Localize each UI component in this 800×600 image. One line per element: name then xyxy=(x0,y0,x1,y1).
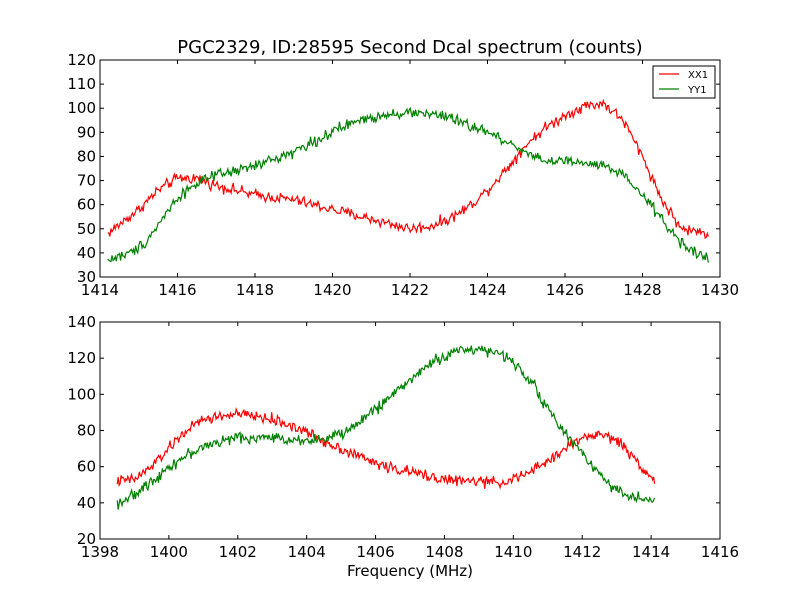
bottom-x-tick-label: 1416 xyxy=(701,543,739,561)
bottom-y-tick-label: 140 xyxy=(67,313,96,331)
top-x-tick-label: 1418 xyxy=(236,281,274,299)
bottom-x-tick-label: 1412 xyxy=(563,543,601,561)
bottom-x-tick-label: 1398 xyxy=(81,543,119,561)
top-y-tick-label: 120 xyxy=(67,51,96,69)
legend-label-yy1: YY1 xyxy=(687,85,707,96)
top-y-tick-label: 50 xyxy=(77,220,96,238)
bottom-y-tick-label: 20 xyxy=(77,530,96,548)
bottom-y-tick-label: 80 xyxy=(77,422,96,440)
top-y-tick-label: 110 xyxy=(67,75,96,93)
top-x-tick-label: 1430 xyxy=(701,281,739,299)
top-x-tick-label: 1422 xyxy=(391,281,429,299)
top-x-tick-label: 1416 xyxy=(158,281,196,299)
top-series-line-yy1 xyxy=(107,106,709,263)
bottom-x-tick-label: 1404 xyxy=(288,543,326,561)
top-y-tick-label: 60 xyxy=(77,196,96,214)
top-y-tick-label: 40 xyxy=(77,244,96,262)
chart-title: PGC2329, ID:28595 Second Dcal spectrum (… xyxy=(177,37,642,58)
bottom-x-tick-label: 1400 xyxy=(150,543,188,561)
bottom-x-tick-label: 1410 xyxy=(494,543,532,561)
top-y-tick-label: 80 xyxy=(77,147,96,165)
top-x-tick-label: 1428 xyxy=(623,281,661,299)
top-plot-panel: 1414 1416 1418 1420 1422 1424 1426 1428 1430 30 40… xyxy=(67,51,739,299)
top-y-tick-label: 100 xyxy=(67,99,96,117)
top-y-tick-label: 70 xyxy=(77,172,96,190)
bottom-series-line-yy1 xyxy=(116,345,656,510)
bottom-y-tick-label: 40 xyxy=(77,494,96,512)
top-x-tick-label: 1414 xyxy=(81,281,119,299)
bottom-plot-panel: 1398 1400 1402 1404 1406 1408 1410 1412 1414 1416… xyxy=(67,313,739,561)
bottom-y-tick-label: 120 xyxy=(67,349,96,367)
legend-label-xx1: XX1 xyxy=(688,70,708,81)
top-y-tick-label: 90 xyxy=(77,123,96,141)
bottom-x-tick-label: 1406 xyxy=(356,543,394,561)
top-x-tick-label: 1420 xyxy=(313,281,351,299)
top-y-tick-label: 30 xyxy=(77,268,96,286)
bottom-series-line-xx1 xyxy=(116,407,656,490)
bottom-x-tick-label: 1402 xyxy=(219,543,257,561)
bottom-y-tick-label: 100 xyxy=(67,385,96,403)
legend-box xyxy=(652,65,716,99)
bottom-x-tick-label: 1414 xyxy=(632,543,670,561)
top-x-tick-label: 1424 xyxy=(468,281,506,299)
legend: XX1 YY1 xyxy=(652,65,716,99)
bottom-y-tick-label: 60 xyxy=(77,458,96,476)
bottom-x-tick-label: 1408 xyxy=(425,543,463,561)
bottom-x-axis-label: Frequency (MHz) xyxy=(347,562,473,580)
top-x-tick-label: 1426 xyxy=(546,281,584,299)
